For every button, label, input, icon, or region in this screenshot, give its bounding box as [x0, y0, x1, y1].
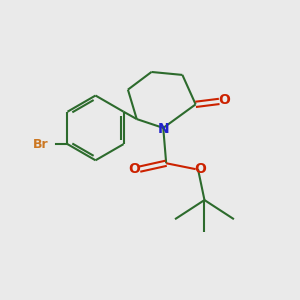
Text: O: O — [195, 162, 207, 176]
Text: O: O — [128, 162, 140, 176]
Text: N: N — [158, 122, 170, 136]
Text: Br: Br — [33, 138, 49, 151]
Text: O: O — [218, 93, 230, 107]
